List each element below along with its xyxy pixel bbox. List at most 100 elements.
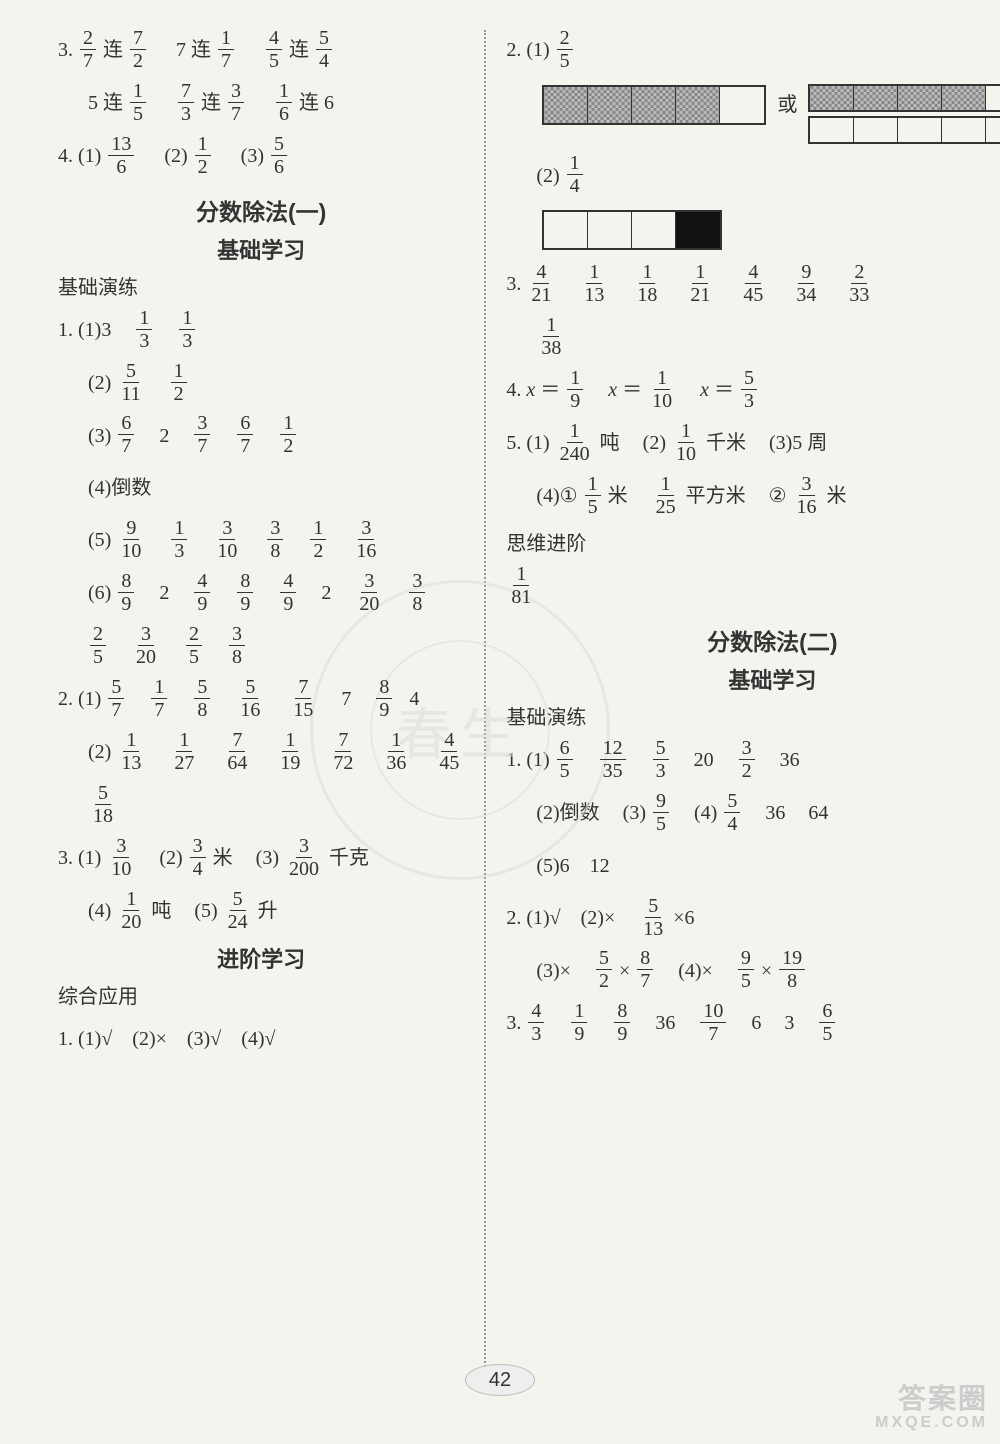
fraction: 110 — [673, 421, 699, 464]
fraction: 107 — [700, 1001, 726, 1044]
fraction: 518 — [90, 783, 116, 826]
text: 2 — [159, 582, 169, 604]
text: 连 — [103, 39, 123, 61]
text: 6 — [751, 1012, 761, 1034]
fraction: 15 — [585, 474, 601, 517]
box-stack — [802, 82, 1000, 146]
line: 2. (1) 57 17 58 516 715 7 89 4 — [58, 677, 464, 722]
fraction: 73 — [178, 81, 194, 124]
fraction: 121 — [687, 262, 713, 305]
fraction: 25 — [186, 624, 202, 667]
text: 64 — [808, 802, 828, 824]
line: (2) 14 — [506, 154, 1000, 199]
fraction: 14 — [567, 153, 583, 196]
fraction: 136 — [383, 730, 409, 773]
prefix: 2. (1) — [506, 39, 549, 61]
text: 连 — [299, 92, 319, 114]
fraction: 17 — [151, 677, 167, 720]
fraction: 1235 — [600, 738, 626, 781]
text: 7 — [341, 688, 351, 710]
fraction: 38 — [409, 571, 425, 614]
diagram-row: 或 — [506, 81, 1000, 146]
label: (4) — [694, 802, 717, 824]
line: 2. (1) 25 — [506, 28, 1000, 73]
unit: 升 — [258, 900, 278, 922]
label: (3)5 — [769, 432, 802, 454]
fraction: 15 — [130, 81, 146, 124]
fraction: 65 — [819, 1001, 835, 1044]
label: (1) — [78, 145, 101, 167]
label: (2) — [88, 741, 111, 763]
line: (2) 511 12 — [58, 361, 464, 406]
var: x — [700, 379, 709, 401]
fraction: 49 — [280, 571, 296, 614]
fraction: 89 — [118, 571, 134, 614]
fraction: 772 — [330, 730, 356, 773]
fraction: 19 — [567, 368, 583, 411]
fraction: 445 — [436, 730, 462, 773]
fraction: 53 — [653, 738, 669, 781]
label: (4) — [88, 900, 111, 922]
watermark-logo: 答案圈 MXQE.COM — [875, 1384, 988, 1432]
right-column: 2. (1) 25 或 (2) 14 3. 421 113 — [486, 20, 1000, 1380]
subsection-title: 基础学习 — [506, 663, 1000, 695]
text: 5 — [88, 92, 98, 114]
label: (3)× — [536, 960, 571, 982]
line: (4)倒数 — [58, 466, 464, 510]
fraction: 54 — [724, 791, 740, 834]
line: 138 — [506, 315, 1000, 360]
fraction: 764 — [224, 730, 250, 773]
diagram-row — [506, 206, 1000, 254]
label: (3) — [623, 802, 646, 824]
fraction: 87 — [637, 948, 653, 991]
label: ② — [769, 485, 787, 507]
fraction: 113 — [118, 730, 144, 773]
fraction: 43 — [528, 1001, 544, 1044]
fraction: 13 — [136, 308, 152, 351]
fraction: 53 — [741, 368, 757, 411]
line: 3. 43 19 89 36 107 6 3 65 — [506, 1001, 1000, 1046]
text: 6 — [324, 92, 334, 114]
fraction: 316 — [353, 518, 379, 561]
line: 1. (1)√ (2)× (3)√ (4)√ — [58, 1017, 464, 1061]
page-number-wrap: 42 — [0, 1364, 1000, 1396]
fraction: 119 — [277, 730, 303, 773]
fraction: 12 — [310, 518, 326, 561]
text: ×6 — [673, 907, 694, 929]
fraction: 320 — [356, 571, 382, 614]
fraction: 67 — [118, 413, 134, 456]
line: (3) 67 2 37 67 12 — [58, 414, 464, 459]
fraction: 715 — [290, 677, 316, 720]
fraction: 25 — [557, 28, 573, 71]
fraction: 3200 — [286, 836, 322, 879]
fraction: 13 — [179, 308, 195, 351]
text: 连 — [103, 92, 123, 114]
label: (6) — [88, 582, 111, 604]
fraction: 110 — [649, 368, 675, 411]
watermark-line2: MXQE.COM — [875, 1414, 988, 1432]
fraction: 25 — [90, 624, 106, 667]
line: 1. (1) 65 1235 53 20 32 36 — [506, 738, 1000, 783]
label: (2) — [536, 165, 559, 187]
fraction: 320 — [133, 624, 159, 667]
text: 连 — [201, 92, 221, 114]
text: 4 — [409, 688, 419, 710]
fraction: 120 — [118, 889, 144, 932]
fraction: 118 — [634, 262, 660, 305]
fraction: 95 — [653, 791, 669, 834]
prefix: 3. (1) — [58, 847, 101, 869]
text: ＝ — [714, 379, 734, 401]
line: (2) 113 127 764 119 772 136 445 — [58, 730, 464, 775]
text: 7 — [176, 39, 186, 61]
prefix: 1. (1)3 — [58, 319, 111, 341]
text: 36 — [780, 749, 800, 771]
fraction: 445 — [740, 262, 766, 305]
fraction: 56 — [271, 134, 287, 177]
var: x — [608, 379, 617, 401]
fraction: 511 — [118, 361, 143, 404]
section-title: 分数除法(二) — [506, 623, 1000, 657]
line: 181 — [506, 564, 1000, 609]
label: (2) — [88, 372, 111, 394]
fraction: 89 — [614, 1001, 630, 1044]
fraction: 516 — [237, 677, 263, 720]
